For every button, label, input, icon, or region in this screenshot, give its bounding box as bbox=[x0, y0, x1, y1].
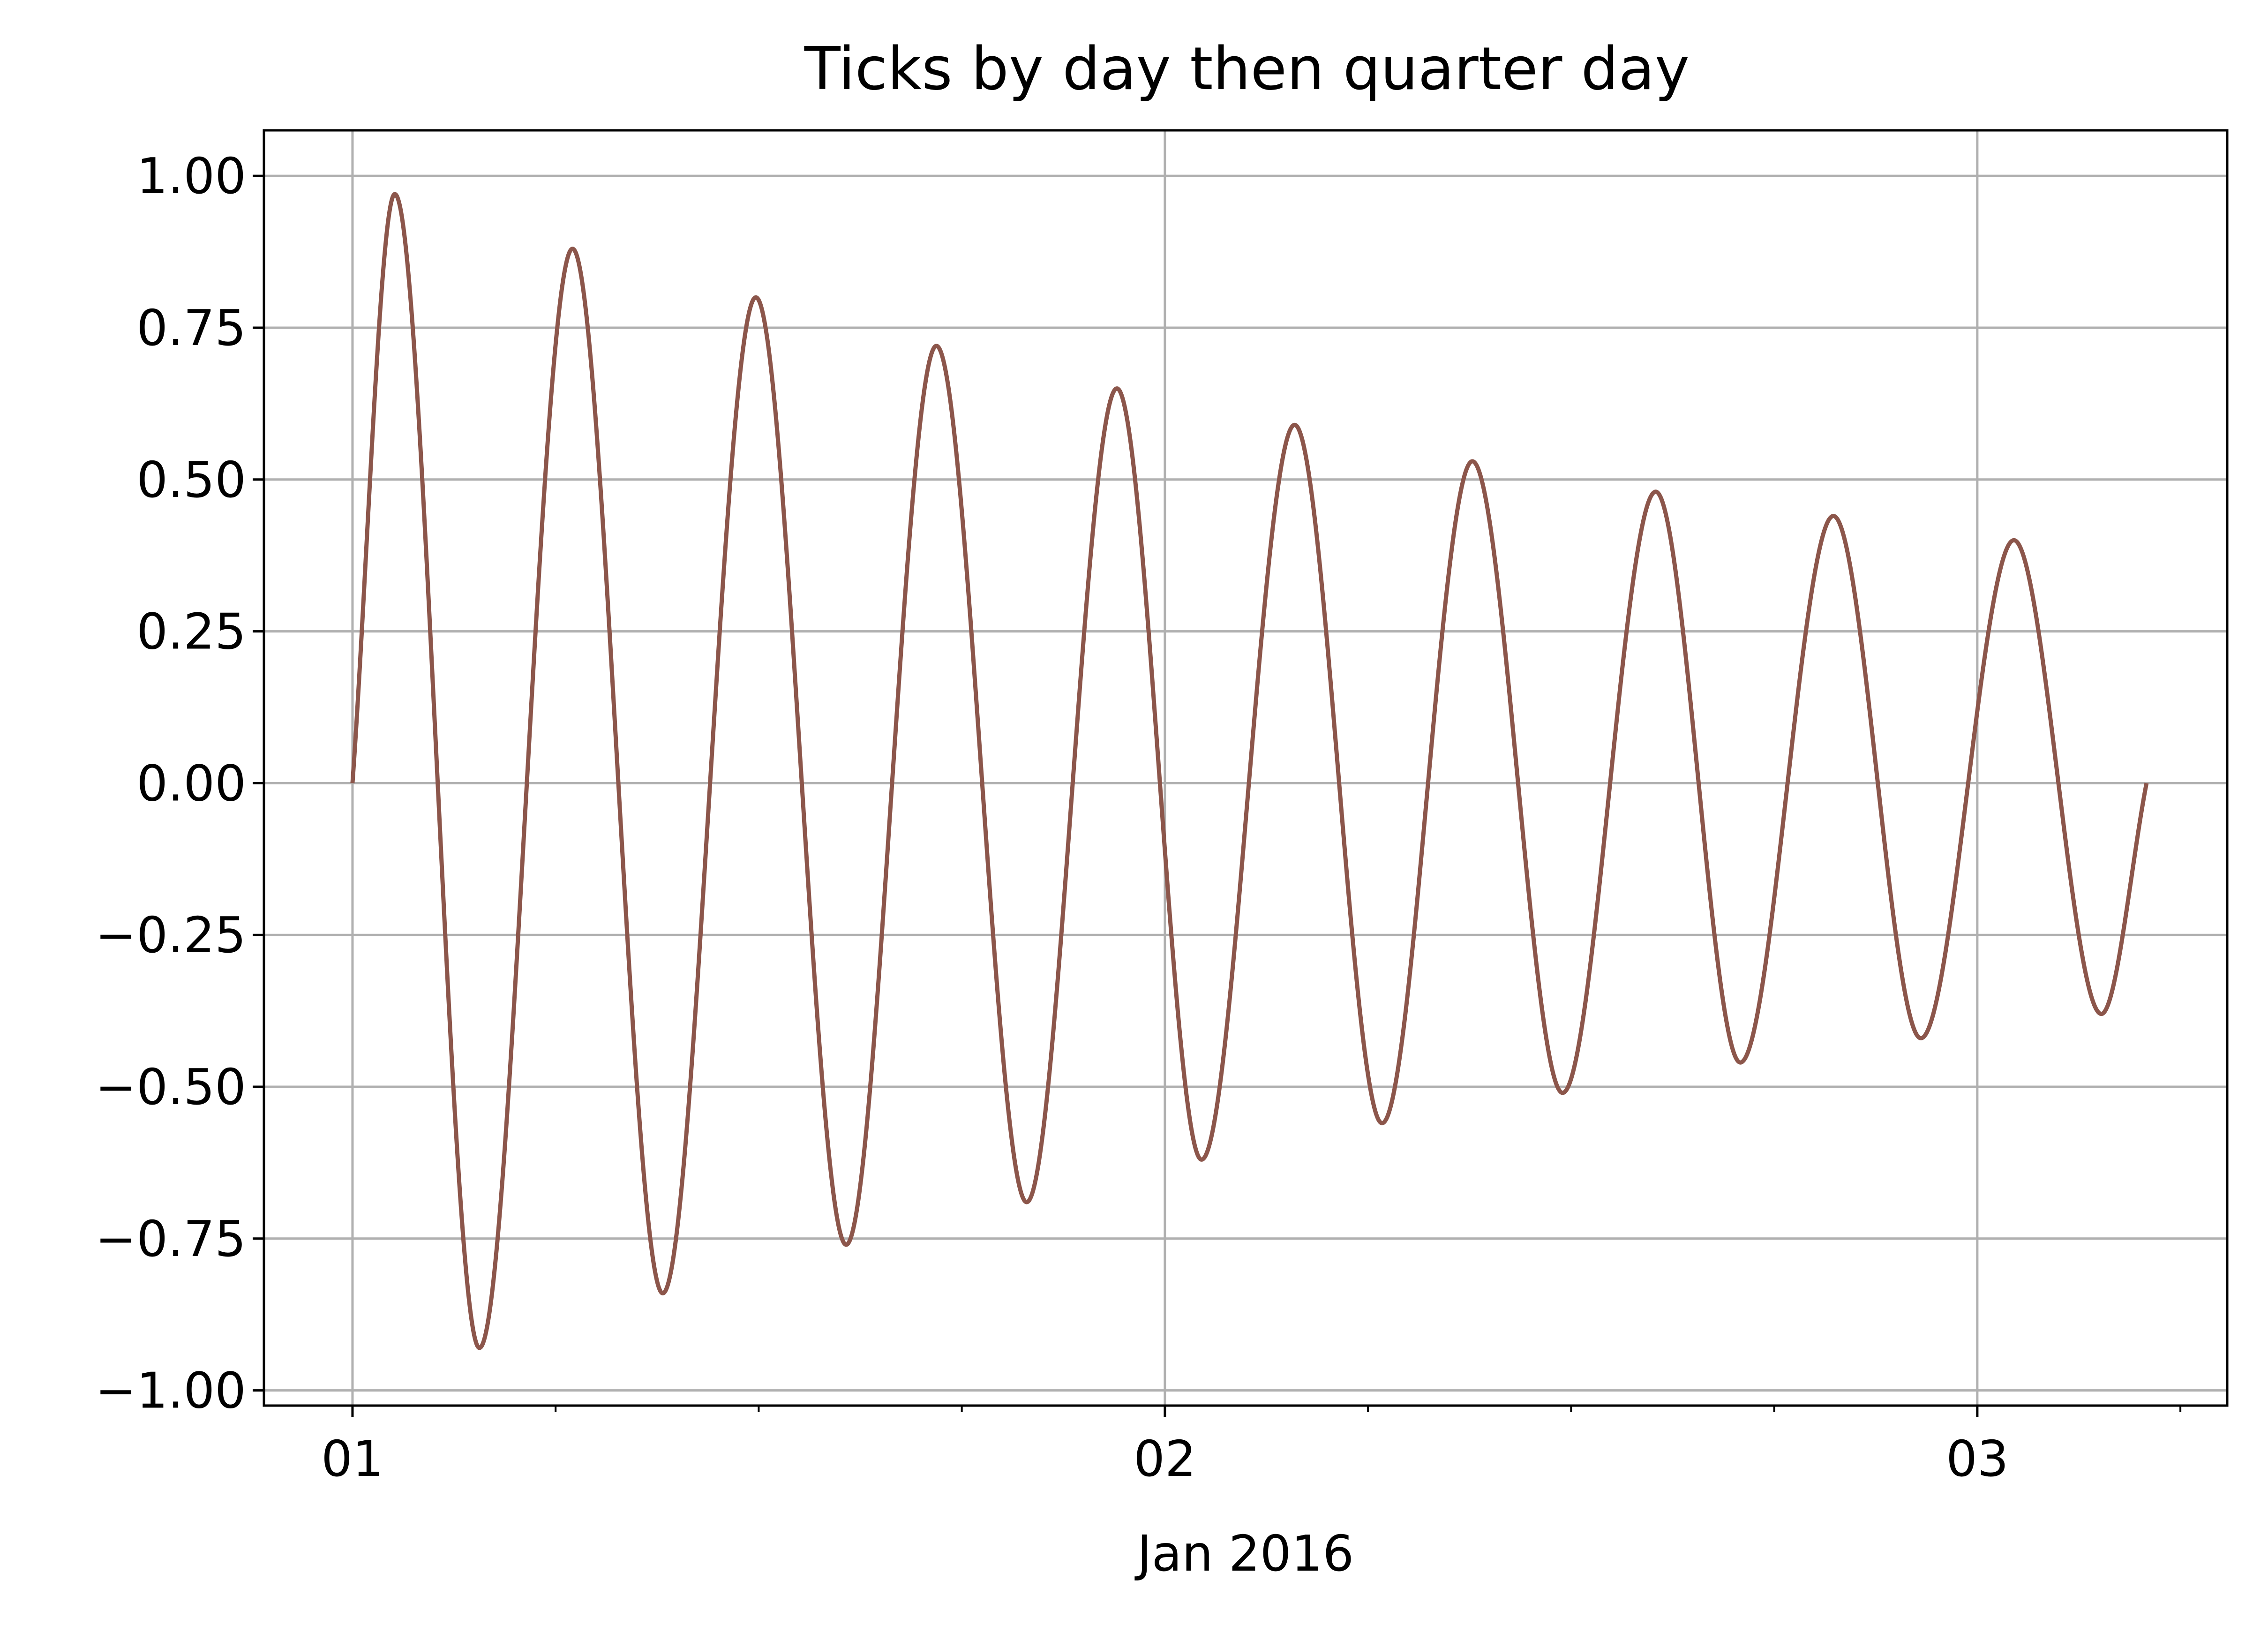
series-line-0 bbox=[350, 192, 2149, 1350]
y-tick-label: 0.50 bbox=[136, 451, 246, 509]
y-tick-label: −0.75 bbox=[95, 1211, 246, 1268]
y-tick-label: 0.75 bbox=[136, 300, 246, 357]
y-tick-label: −1.00 bbox=[95, 1362, 246, 1420]
chart-title: Ticks by day then quarter day bbox=[804, 34, 1690, 103]
y-tick-label: 0.25 bbox=[136, 603, 246, 661]
plot-frame bbox=[263, 129, 2229, 1407]
x-tick-label: 03 bbox=[1946, 1430, 2009, 1488]
y-tick-label: −0.50 bbox=[95, 1059, 246, 1116]
y-axis: −1.00 −0.75 −0.50 −0.25 0.00 0.25 0.50 0.75 1.00 bbox=[95, 148, 264, 1420]
x-axis-label: Jan 2016 bbox=[1134, 1525, 1354, 1582]
x-axis: 01 02 03 bbox=[321, 1406, 2182, 1488]
x-tick-label: 01 bbox=[321, 1430, 384, 1488]
x-tick-label: 02 bbox=[1134, 1430, 1196, 1488]
y-tick-label: 0.00 bbox=[136, 755, 246, 812]
grid bbox=[264, 130, 2227, 1406]
y-tick-label: −0.25 bbox=[95, 907, 246, 964]
series-layer bbox=[350, 192, 2149, 1350]
y-tick-label: 1.00 bbox=[136, 148, 246, 205]
